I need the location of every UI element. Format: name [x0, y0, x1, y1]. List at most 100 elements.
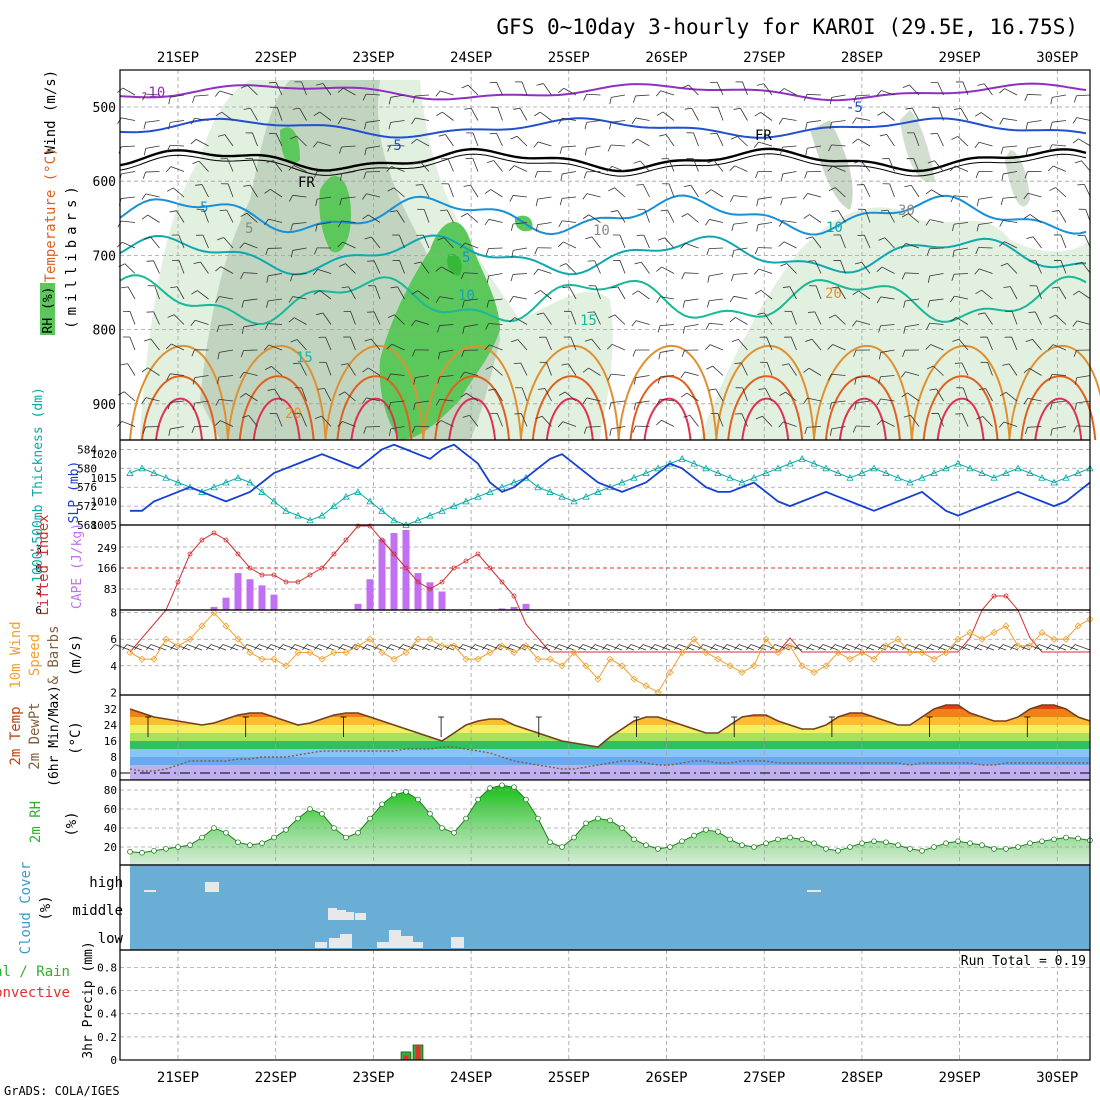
wind-barb-flag: [387, 314, 395, 318]
temp-label-1: 2m Temp: [8, 706, 24, 765]
thickness-marker: [414, 516, 422, 524]
wind-barb: [464, 324, 479, 328]
wind-barb-flag: [362, 193, 367, 200]
temp-tick: 8: [110, 751, 117, 764]
wind-barb: [734, 165, 748, 172]
wind-barb: [243, 298, 258, 302]
wind10-marker: [282, 662, 290, 670]
wind-barb: [464, 371, 479, 376]
wind-barb: [171, 343, 185, 351]
wind-barb: [415, 117, 430, 121]
wind10-unit: (m/s): [68, 634, 84, 676]
wind-barb: [742, 81, 748, 96]
wind-barb-flag: [413, 403, 416, 411]
wind-barb-flag: [338, 391, 346, 396]
wind-barb: [537, 222, 552, 225]
wind-barb-flag: [1050, 428, 1053, 436]
wind-barb: [929, 322, 944, 325]
wind10-marker: [198, 622, 206, 630]
thickness-marker: [306, 516, 314, 524]
rh-marker: [835, 847, 841, 854]
wind-barb-flag: [930, 132, 938, 135]
thickness-marker: [582, 492, 590, 500]
wind-barb: [910, 185, 920, 198]
wind-barb: [1076, 117, 1091, 121]
thickness-marker: [966, 464, 974, 472]
wind-barb: [296, 339, 307, 351]
thickness-marker: [486, 488, 494, 495]
thickness-marker: [294, 511, 302, 519]
wind-barb: [953, 273, 969, 275]
rh2m-unit: (%): [64, 811, 80, 836]
wind-barb-flag: [464, 107, 472, 110]
wind-barb-flag: [339, 173, 343, 181]
wind-barb: [390, 144, 405, 147]
wind-barb: [586, 145, 601, 149]
wind-barb-flag: [632, 425, 636, 433]
wind-barb-flag: [1048, 144, 1053, 152]
wind-barb-flag: [1073, 95, 1077, 103]
wind10-barb-flag: [278, 644, 284, 651]
wind-barb: [837, 210, 846, 223]
wind-barb-flag: [780, 173, 784, 181]
wind-barb: [840, 234, 846, 249]
wind-barb: [735, 317, 748, 325]
wind-barb: [786, 263, 797, 274]
wind-barb: [371, 236, 381, 249]
wind-barb-flag: [1050, 402, 1053, 410]
wind-barb-flag: [241, 300, 245, 308]
thickness-marker: [654, 464, 662, 472]
wind-barb: [201, 184, 209, 198]
rh-side-labels: 2m RH (%): [28, 801, 80, 843]
thickness-marker: [450, 502, 458, 510]
wind-barb: [219, 296, 234, 300]
wind-barb: [220, 266, 234, 274]
wind-barb: [519, 108, 528, 121]
wind10-label-3: & Barbs: [46, 625, 62, 684]
rh-marker: [595, 815, 601, 822]
wind-barb: [1076, 94, 1091, 97]
rh-marker: [499, 782, 505, 789]
bottom-date-label: 27SEP: [743, 1070, 785, 1086]
wind-barb-flag: [143, 122, 147, 130]
slp-tick: 1020: [91, 448, 118, 461]
wind-barb: [1027, 120, 1042, 123]
wind-barb-flag: [680, 392, 688, 398]
wind-barb-flag: [902, 84, 910, 89]
wind-barb: [366, 120, 381, 123]
wind10-barb-flag: [434, 644, 440, 651]
wind-barb: [807, 397, 822, 402]
contour-20: [519, 344, 620, 441]
wind-barb: [343, 87, 356, 96]
wind10-barb: [654, 644, 671, 651]
wind-barb-flag: [779, 391, 786, 396]
wind-barb: [271, 366, 283, 376]
wind-barb: [883, 111, 895, 121]
wind-barb: [611, 373, 626, 376]
wind-barb: [467, 213, 479, 223]
wind10-barb-flag: [938, 644, 944, 651]
wind10-side-labels: 10m Wind Speed & Barbs (m/s): [8, 621, 84, 688]
wind10-barb-flag: [206, 644, 212, 651]
wind-barb-flag: [141, 397, 147, 404]
wind10-barb-flag: [122, 644, 128, 651]
wind10-barb: [858, 644, 875, 651]
wind-barb-flag: [608, 314, 616, 319]
wind-barb: [301, 387, 307, 402]
wind-barb-flag: [926, 248, 930, 256]
wind-barb: [1052, 373, 1067, 376]
wind-barb-flag: [954, 362, 962, 364]
thickness-marker: [1074, 469, 1082, 476]
thickness-marker: [354, 488, 362, 495]
wind-barb-flag: [535, 224, 539, 232]
wind10-marker: [270, 655, 278, 663]
wind-barb: [570, 336, 577, 351]
millibars-label: (millibars): [64, 181, 80, 329]
wind10-marker: [330, 648, 338, 657]
cloud-block: [389, 930, 401, 948]
wind-barb: [905, 324, 920, 328]
cape-bar: [390, 533, 398, 610]
wind-barb-flag: [999, 241, 1005, 247]
wind-barb-flag: [142, 171, 146, 179]
wind-barb: [469, 415, 479, 427]
